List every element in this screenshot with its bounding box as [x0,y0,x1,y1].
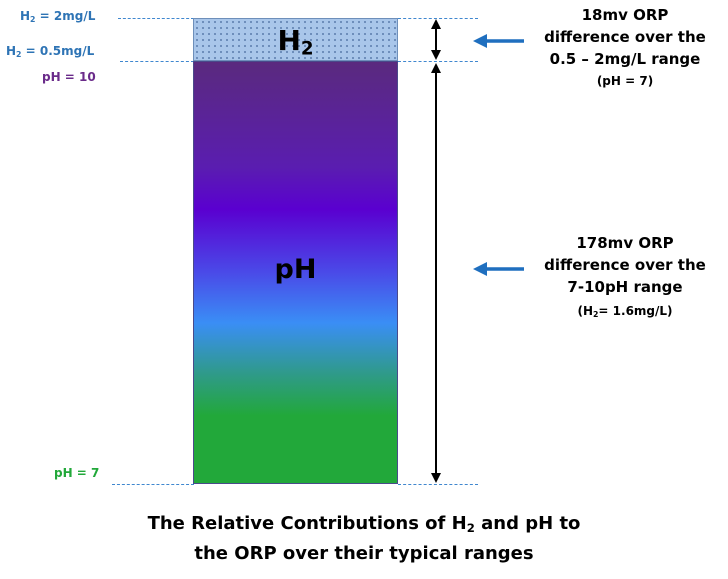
ph-annotation-line: difference over the [544,256,706,274]
h2-annotation: 18mv ORP difference over the 0.5 – 2mg/L… [522,4,728,88]
dash-line-h2-low-right [398,61,478,62]
figure-caption: The Relative Contributions of H2 and pH … [0,511,728,567]
caption-line-2: the ORP over their typical ranges [194,542,534,564]
ph-annotation-line: 7-10pH range [567,278,683,296]
h2-high-level-label: H2 = 2mg/L [20,9,96,24]
caption-line-1: The Relative Contributions of H2 and pH … [147,513,581,535]
dash-line-h2-high-right [398,18,478,19]
h2-annotation-line: 0.5 – 2mg/L range [549,50,701,68]
h2-annotation-line: 18mv ORP [581,6,669,24]
h2-contribution-bar: H2 [193,18,398,61]
h2-bar-label: H2 [277,24,314,60]
dash-line-ph-low-left [112,484,194,485]
ph-annotation: 178mv ORP difference over the 7-10pH ran… [522,232,728,319]
ph-low-level-label: pH = 7 [54,466,100,480]
h2-annotation-condition: (pH = 7) [596,74,654,88]
ph-annotation-line: 178mv ORP [576,234,674,252]
dash-line-h2-low-left [120,61,194,62]
ph-annotation-condition: (H2= 1.6mg/L) [577,304,673,319]
ph-bar-label: pH [274,254,317,285]
dash-line-h2-high-left [118,18,194,19]
h2-annotation-line: difference over the [544,28,706,46]
h2-low-level-label: H2 = 0.5mg/L [6,44,95,59]
ph-high-level-label: pH = 10 [42,70,96,84]
ph-contribution-bar: pH [193,61,398,484]
dash-line-ph-low-right [398,484,478,485]
